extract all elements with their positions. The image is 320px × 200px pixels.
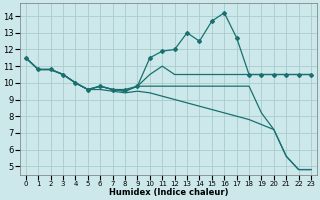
X-axis label: Humidex (Indice chaleur): Humidex (Indice chaleur) bbox=[109, 188, 228, 197]
